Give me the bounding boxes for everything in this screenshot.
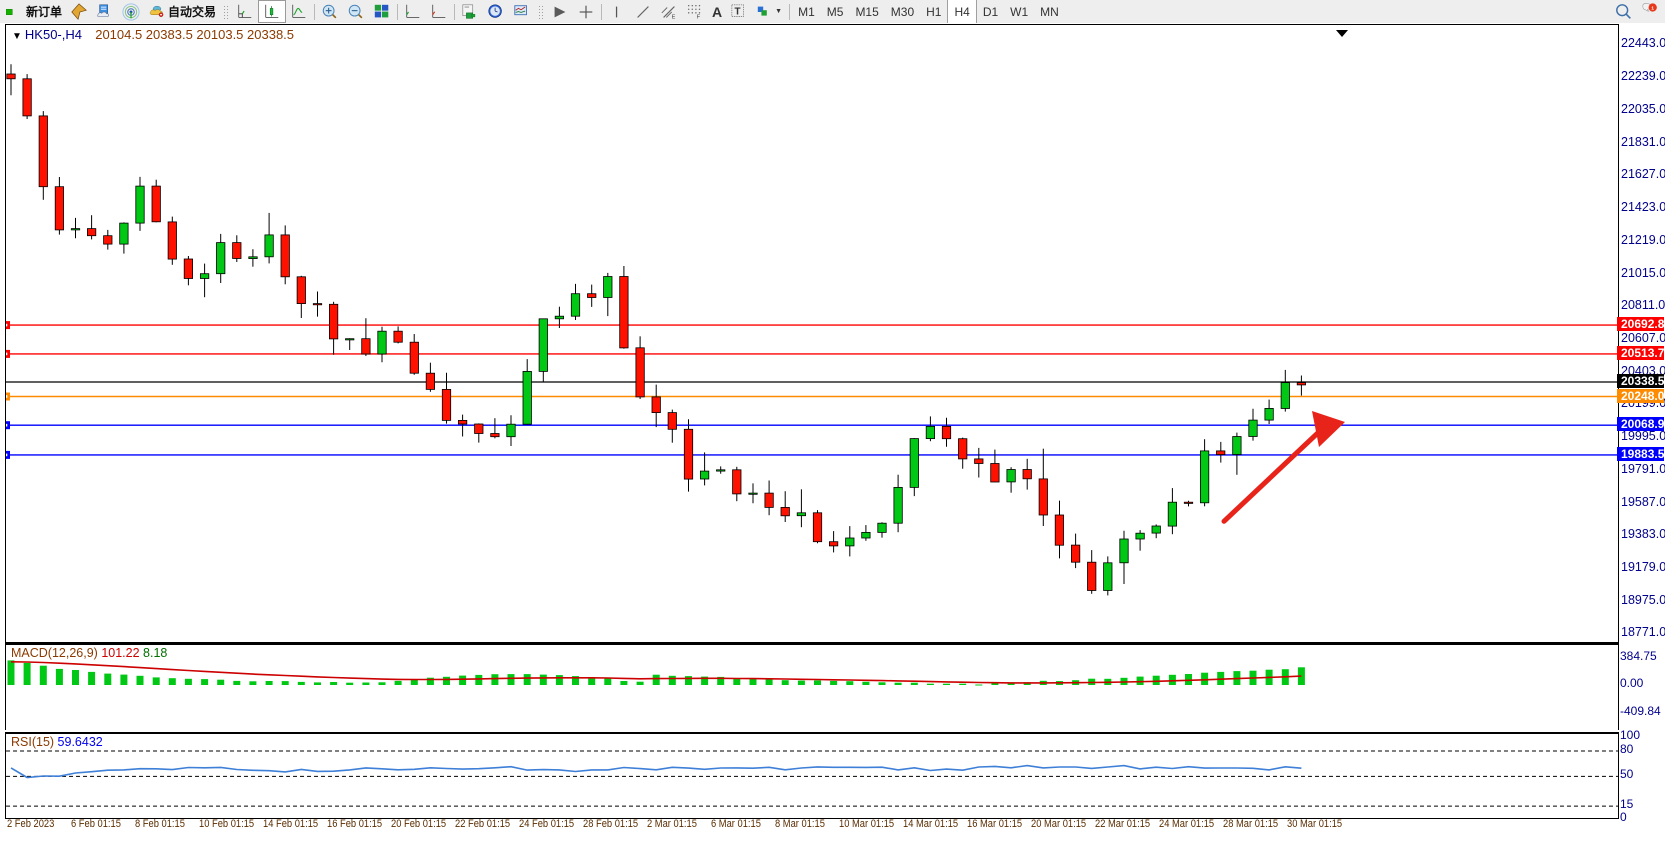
svg-text:E: E	[672, 14, 676, 20]
svg-text:T: T	[735, 6, 741, 17]
svg-text:1: 1	[1651, 5, 1654, 11]
svg-text:F: F	[697, 14, 701, 20]
